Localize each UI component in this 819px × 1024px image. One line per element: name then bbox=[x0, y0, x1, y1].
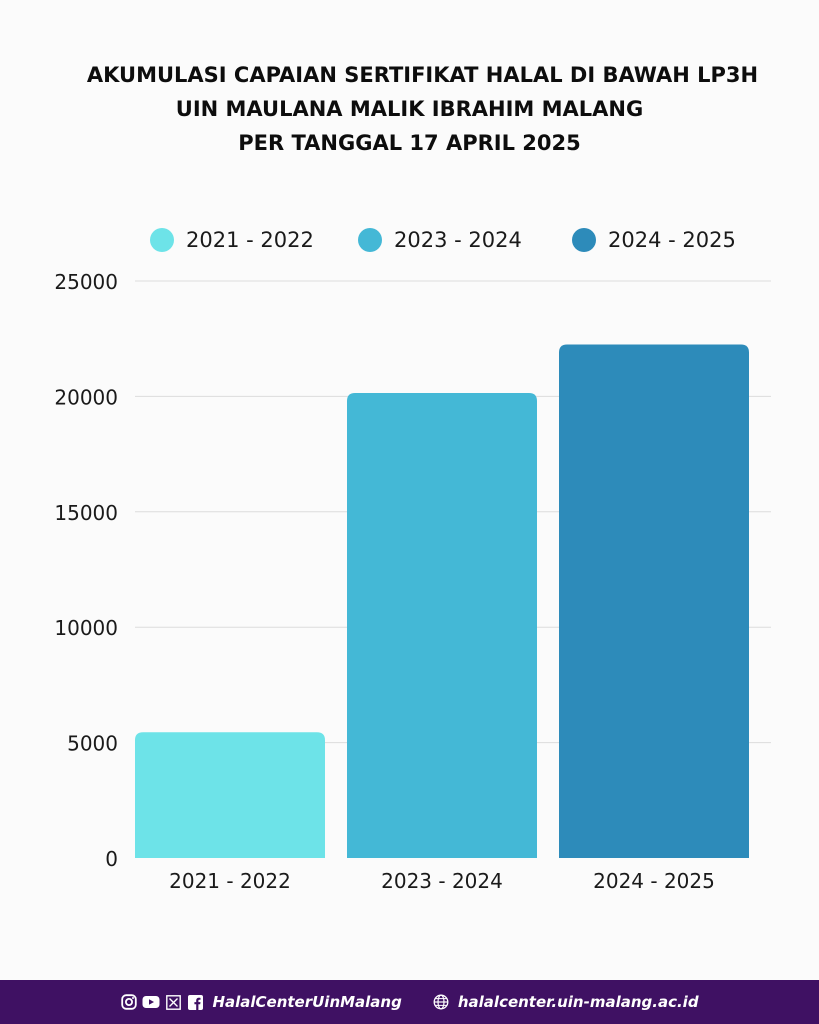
chart-title-line-3: PER TANGGAL 17 APRIL 2025 bbox=[238, 131, 581, 155]
globe-icon bbox=[432, 993, 450, 1011]
legend-label: 2023 - 2024 bbox=[394, 228, 522, 252]
youtube-icon[interactable] bbox=[142, 993, 160, 1011]
legend-item-2021-2022: 2021 - 2022 bbox=[150, 226, 314, 254]
bar-2023-2024 bbox=[347, 392, 537, 858]
bar-chart: 0 5000 10000 15000 20000 25000 2021 - 2022 2023… bbox=[54, 270, 771, 893]
bar-2021-2022 bbox=[135, 732, 325, 858]
legend-item-2024-2025: 2024 - 2025 bbox=[572, 226, 736, 254]
x-category-label: 2024 - 2025 bbox=[593, 869, 715, 893]
social-handle: HalalCenterUinMalang bbox=[212, 993, 402, 1011]
legend-swatch bbox=[358, 228, 382, 252]
website-link[interactable]: halalcenter.uin-malang.ac.id bbox=[432, 993, 699, 1011]
x-category-label: 2023 - 2024 bbox=[381, 869, 503, 893]
chart-title: AKUMULASI CAPAIAN SERTIFIKAT HALAL DI BA… bbox=[0, 58, 819, 160]
y-tick-label: 20000 bbox=[54, 385, 118, 409]
instagram-icon[interactable] bbox=[120, 993, 138, 1011]
y-tick-label: 10000 bbox=[54, 616, 118, 640]
legend-swatch bbox=[572, 228, 596, 252]
website-url: halalcenter.uin-malang.ac.id bbox=[457, 993, 699, 1011]
x-icon[interactable] bbox=[164, 993, 182, 1011]
chart-title-line-2: UIN MAULANA MALIK IBRAHIM MALANG bbox=[175, 97, 644, 121]
legend-label: 2024 - 2025 bbox=[608, 228, 736, 252]
y-tick-label: 25000 bbox=[54, 270, 118, 294]
chart-title-line-1: AKUMULASI CAPAIAN SERTIFIKAT HALAL DI BA… bbox=[86, 63, 759, 87]
y-tick-label: 5000 bbox=[67, 732, 118, 756]
bar-2024-2025 bbox=[559, 344, 749, 859]
y-tick-label: 15000 bbox=[54, 501, 118, 525]
legend-label: 2021 - 2022 bbox=[186, 228, 314, 252]
social-links: HalalCenterUinMalang bbox=[120, 993, 402, 1011]
y-tick-label: 0 bbox=[105, 847, 118, 871]
footer-bar: HalalCenterUinMalang halalcenter.uin-mal… bbox=[0, 980, 819, 1024]
legend-item-2023-2024: 2023 - 2024 bbox=[358, 226, 522, 254]
x-category-label: 2021 - 2022 bbox=[169, 869, 291, 893]
legend-swatch bbox=[150, 228, 174, 252]
facebook-icon[interactable] bbox=[186, 993, 204, 1011]
